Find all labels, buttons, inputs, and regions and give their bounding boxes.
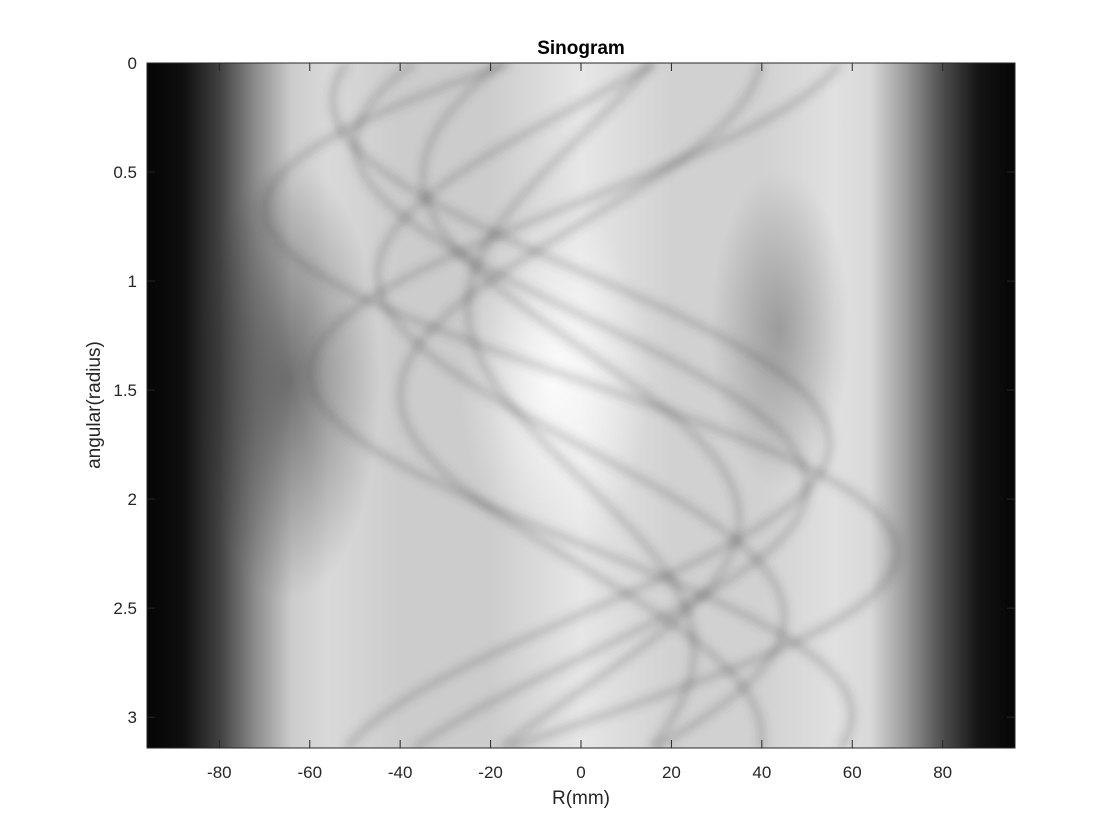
sinusoid-trace (327, 63, 835, 748)
y-axis-ticks: 0 0.5 1 1.5 2 2.5 3 (113, 54, 1015, 727)
y-tick-label: 2.5 (113, 599, 137, 618)
x-axis-label: R(mm) (552, 788, 610, 809)
x-tick-label: 20 (662, 763, 681, 782)
y-tick-label: 2 (128, 490, 137, 509)
y-tick-label: 3 (128, 708, 137, 727)
y-axis-label: angular(radius) (84, 341, 105, 469)
y-tick-label: 0 (128, 54, 137, 73)
x-tick-label: -80 (207, 763, 232, 782)
x-tick-label: -40 (388, 763, 413, 782)
x-tick-label: -20 (478, 763, 503, 782)
y-tick-label: 1 (128, 272, 137, 291)
y-tick-label: 0.5 (113, 163, 137, 182)
sinusoid-trace (349, 63, 813, 748)
x-tick-label: 40 (752, 763, 771, 782)
dark-band-left (200, 160, 380, 600)
sinusoid-trace (395, 63, 767, 748)
chart-title: Sinogram (537, 38, 625, 59)
x-tick-label: 60 (843, 763, 862, 782)
y-tick-label: 1.5 (113, 381, 137, 400)
x-axis-ticks: -80 -60 -40 -20 0 20 40 60 80 (207, 63, 952, 782)
sinusoid-trace (259, 63, 903, 748)
x-tick-label: 0 (576, 763, 585, 782)
x-tick-label: -60 (297, 763, 322, 782)
x-tick-label: 80 (933, 763, 952, 782)
sinusoid-traces (259, 63, 903, 748)
sinogram-image (147, 63, 1015, 748)
